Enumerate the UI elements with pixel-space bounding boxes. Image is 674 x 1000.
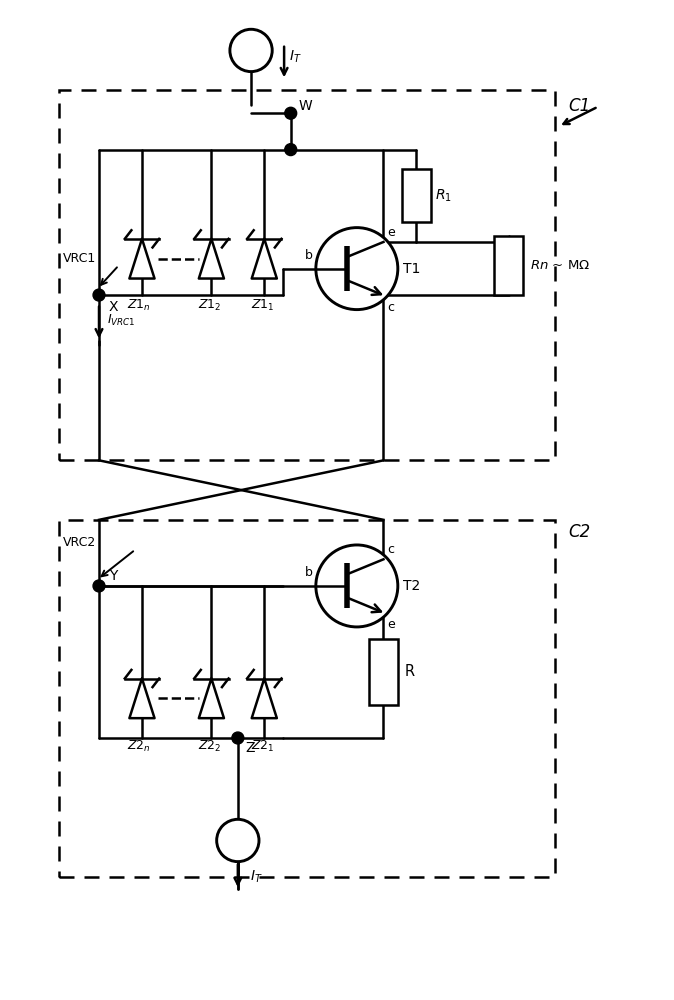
- Text: VRC1: VRC1: [63, 252, 96, 265]
- Text: $Z1_2$: $Z1_2$: [198, 298, 222, 313]
- Text: C1: C1: [568, 97, 590, 115]
- Text: e: e: [387, 618, 394, 631]
- Text: R: R: [404, 664, 415, 679]
- Text: $Z1_1$: $Z1_1$: [251, 298, 275, 313]
- Circle shape: [230, 29, 272, 72]
- Text: $I_{VRC1}$: $I_{VRC1}$: [107, 313, 135, 328]
- Text: C2: C2: [568, 523, 590, 541]
- Text: $Rn$ ~ M$\Omega$: $Rn$ ~ M$\Omega$: [530, 259, 590, 272]
- Text: c: c: [387, 543, 394, 556]
- Text: $Z2_2$: $Z2_2$: [198, 739, 222, 754]
- Bar: [59, 90, 555, 460]
- Text: $Z2_n$: $Z2_n$: [127, 739, 150, 754]
- Bar: [494, 236, 524, 295]
- Text: $Z1_n$: $Z1_n$: [127, 298, 150, 313]
- Bar: [402, 169, 431, 222]
- Text: b: b: [305, 249, 313, 262]
- Text: $I_T$: $I_T$: [289, 49, 302, 65]
- Circle shape: [93, 289, 105, 301]
- Text: W: W: [299, 99, 313, 113]
- Text: b: b: [305, 566, 313, 579]
- Text: Z: Z: [246, 741, 255, 755]
- Text: e: e: [387, 226, 394, 239]
- Circle shape: [232, 732, 244, 744]
- Text: $I_T$: $I_T$: [250, 869, 262, 885]
- Text: T2: T2: [403, 579, 421, 593]
- Text: c: c: [387, 301, 394, 314]
- Bar: [369, 639, 398, 705]
- Text: $Z2_1$: $Z2_1$: [251, 739, 275, 754]
- Text: X: X: [109, 300, 119, 314]
- Circle shape: [216, 819, 259, 862]
- Circle shape: [316, 545, 398, 627]
- Bar: [59, 520, 555, 877]
- Text: T1: T1: [403, 262, 421, 276]
- Circle shape: [285, 144, 297, 156]
- Circle shape: [93, 580, 105, 592]
- Text: VRC2: VRC2: [63, 536, 96, 549]
- Circle shape: [316, 228, 398, 310]
- Text: $R_1$: $R_1$: [435, 188, 452, 204]
- Circle shape: [285, 107, 297, 119]
- Text: Y: Y: [109, 569, 117, 583]
